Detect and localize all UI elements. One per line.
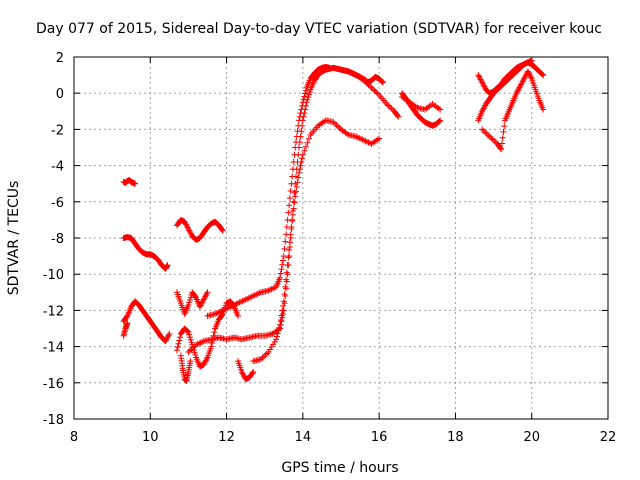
x-tick-label: 10 xyxy=(142,430,159,445)
axis-ticks: 8 10 12 14 16 18 20 22 -18 -16 -14 -12 -10 -8 -6 -4 -2 0 2 xyxy=(43,51,617,445)
series-track-i xyxy=(204,63,333,319)
series-track-k-bottom xyxy=(235,358,257,383)
x-tick-label: 16 xyxy=(371,430,388,445)
data-point-markers xyxy=(177,352,194,384)
y-tick-label: -12 xyxy=(43,304,64,319)
y-tick-label: -8 xyxy=(51,232,64,247)
x-tick-label: 22 xyxy=(600,430,617,445)
x-tick-label: 12 xyxy=(218,430,235,445)
data-point-markers xyxy=(250,117,383,365)
y-axis-label: SDTVAR / TECUs xyxy=(6,181,22,296)
y-tick-label: -10 xyxy=(43,268,64,283)
data-point-markers xyxy=(235,358,257,383)
x-tick-label: 20 xyxy=(523,430,540,445)
data-point-markers xyxy=(475,57,535,97)
series-track-a-upper xyxy=(120,177,139,187)
data-point-markers xyxy=(120,177,139,187)
y-tick-label: -16 xyxy=(43,377,64,392)
data-point-markers xyxy=(204,63,333,319)
y-tick-label: -14 xyxy=(43,341,64,356)
chart-title: Day 077 of 2015, Sidereal Day-to-day VTE… xyxy=(36,21,602,37)
x-tick-label: 14 xyxy=(295,430,312,445)
data-point-markers xyxy=(120,298,173,345)
series-track-m xyxy=(345,68,386,86)
data-point-markers xyxy=(173,216,226,243)
y-tick-label: -2 xyxy=(51,123,64,138)
x-axis-label: GPS time / hours xyxy=(281,460,398,476)
series-track-c xyxy=(120,298,173,345)
data-point-markers xyxy=(399,93,444,113)
series-track-q xyxy=(479,68,547,153)
data-point-markers xyxy=(120,320,131,339)
y-tick-label: -6 xyxy=(51,196,64,211)
y-tick-label: 2 xyxy=(56,51,64,66)
series-track-e xyxy=(173,289,211,318)
y-tick-label: -18 xyxy=(43,413,64,428)
data-point-markers xyxy=(173,289,211,318)
series-track-b xyxy=(120,234,171,272)
series-track-j xyxy=(250,117,383,365)
series-track-r xyxy=(475,57,535,97)
plot-area xyxy=(120,57,547,384)
x-tick-label: 18 xyxy=(447,430,464,445)
x-tick-label: 8 xyxy=(70,430,78,445)
data-point-markers xyxy=(120,234,171,272)
y-tick-label: 0 xyxy=(56,87,64,102)
y-tick-label: -4 xyxy=(51,160,64,175)
data-point-markers xyxy=(345,68,386,86)
series-track-o xyxy=(399,93,444,113)
series-track-g-deep xyxy=(177,352,194,384)
data-point-markers xyxy=(479,68,547,153)
plot-frame xyxy=(73,56,609,420)
series-track-c-low xyxy=(120,320,131,339)
series-track-d-mid xyxy=(173,216,226,243)
